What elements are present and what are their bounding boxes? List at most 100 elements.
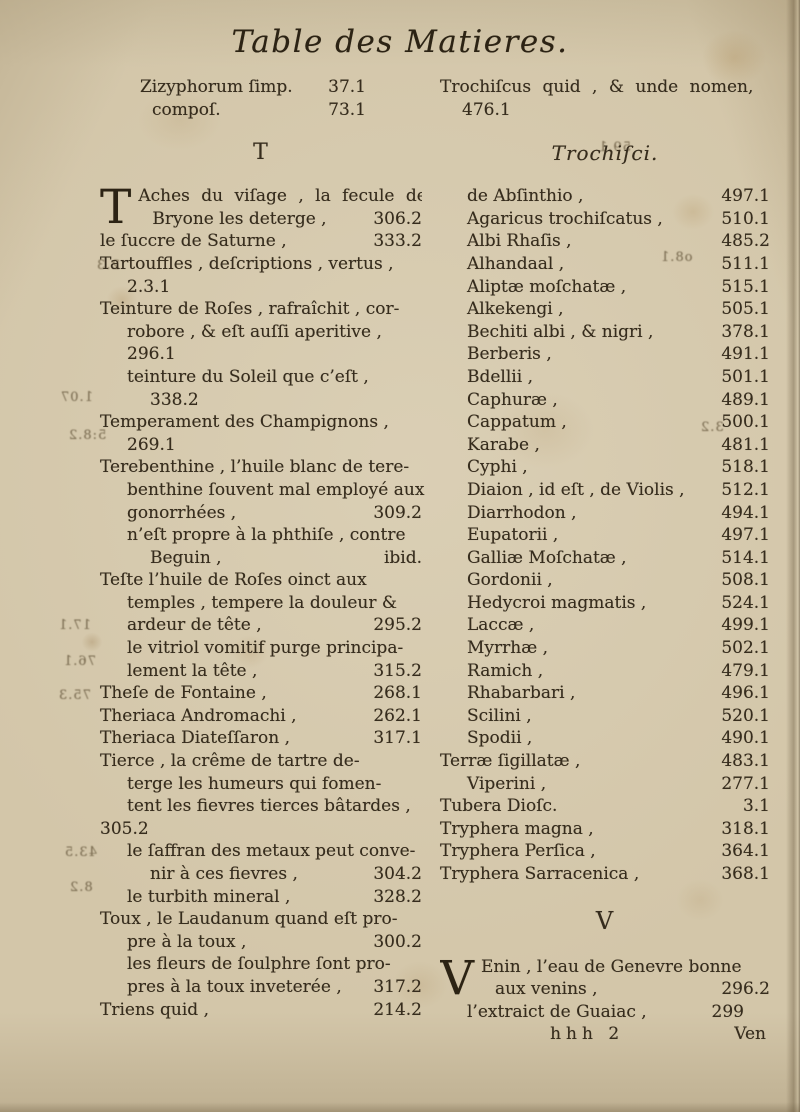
dropcap-lines: Enin , l’eau de Genevre bonne 296.2 aux ve… <box>440 956 770 1001</box>
index-line: 489.1 Caphuræ , <box>440 389 770 412</box>
index-line: 73.1 compoſ. <box>140 99 366 122</box>
index-line: 277.1 Viperini , <box>440 773 770 796</box>
entry-text: Trochiſcus quid , & unde nomen, <box>440 77 754 97</box>
index-line: 306.2 Bryone les deterge , <box>100 208 422 231</box>
entry-text: l’extraict de Guaiac , <box>467 1001 647 1022</box>
right-column-entries: 497.1 de Abſinthio , 510.1 Agaricus trochiſ… <box>440 185 770 885</box>
index-line: 378.1 Bechiti albi , & nigri , <box>440 321 770 344</box>
index-line: 497.1 de Abſinthio , <box>440 185 770 208</box>
page-reference: 490.1 <box>721 728 770 749</box>
page-reference: 511.1 <box>721 253 770 274</box>
left-column-entries: 333.2 le ſuccre de Saturne , Tartouffles ,… <box>100 230 424 1021</box>
entry-text: Alhandaal , <box>467 253 565 274</box>
bleedthrough-fragment: 17.1 <box>58 618 91 633</box>
bleedthrough-fragment: 1.07 <box>60 390 93 405</box>
entry-text: 269.1 <box>127 434 176 455</box>
index-line: 476.1 <box>440 99 770 122</box>
page-reference: 277.1 <box>721 773 770 794</box>
page-reference: 306.2 <box>373 208 422 229</box>
page-bottom-edge <box>0 1102 800 1112</box>
page-reference: 296.2 <box>721 979 770 1000</box>
entry-text: 305.2 <box>100 818 149 839</box>
index-line: n’eſt propre à la phthiſe , contre <box>100 524 422 547</box>
page-reference: 333.2 <box>373 231 422 252</box>
page-reference: 318.1 <box>721 818 770 839</box>
index-line: 497.1 Eupatorii , <box>440 524 770 547</box>
right-column-last-entries: 299 l’extraict de Guaiac , <box>440 1001 770 1024</box>
index-line: le vitriol vomitif purge principa- <box>100 637 422 660</box>
index-line: 299 l’extraict de Guaiac , <box>440 1001 770 1024</box>
index-line: 37.1 Zizyphorum ſimp. <box>140 76 366 99</box>
index-line: 510.1 Agaricus trochiſcatus , <box>440 208 770 231</box>
index-line: 483.1 Terræ ſigillatæ , <box>440 750 770 773</box>
index-line: 511.1 Alhandaal , <box>440 253 770 276</box>
page-reference: 496.1 <box>721 683 770 704</box>
page-reference: 317.1 <box>373 728 422 749</box>
index-line: 368.1 Tryphera Sarracenica , <box>440 863 770 886</box>
entry-text: le turbith mineral , <box>127 886 291 907</box>
page-reference: 300.2 <box>373 931 422 952</box>
index-line: Enin , l’eau de Genevre bonne <box>440 956 770 979</box>
page-reference: 368.1 <box>721 864 770 884</box>
index-line: le ſaffran des metaux peut conve- <box>100 840 422 863</box>
index-line: tent les fievres tierces bâtardes , <box>100 795 422 818</box>
index-line: 515.1 Aliptæ moſchatæ , <box>440 276 770 299</box>
entry-text: teinture du Soleil que c’eſt , <box>127 366 369 387</box>
entry-text: Tryphera Perſica , <box>440 841 596 862</box>
index-line: 500.1 Cappatum , <box>440 411 770 434</box>
left-column-runover: 37.1 Zizyphorum ſimp. 73.1 compoſ. <box>140 76 366 121</box>
index-line: Temperament des Champignons , <box>100 411 422 434</box>
page-reference: 309.2 <box>373 502 422 523</box>
page-reference: 501.1 <box>721 366 770 387</box>
page-reference: ibid. <box>383 547 422 568</box>
entry-text: Rhabarbari , <box>467 683 576 704</box>
index-line: Teinture de Roſes , rafraîchit , cor- <box>100 298 422 321</box>
page-reference: 505.1 <box>721 299 770 320</box>
entry-text: Myrrhæ , <box>467 638 548 659</box>
entry-text: Terræ ſigillatæ , <box>440 751 581 772</box>
index-line: 3.1 Tubera Dioſc. <box>440 795 770 818</box>
entry-text: Tryphera magna , <box>440 818 594 839</box>
index-line: 514.1 Galliæ Moſchatæ , <box>440 547 770 570</box>
page-reference: 364.1 <box>721 841 770 862</box>
entry-text: Teinture de Roſes , rafraîchit , cor- <box>100 299 400 320</box>
entry-text: Berberis , <box>467 344 552 365</box>
entry-text: 476.1 <box>462 99 511 120</box>
index-line: 512.1 Diaion , id eſt , de Violis , <box>440 479 770 502</box>
entry-text: Hedycroi magmatis , <box>467 592 647 613</box>
entry-text: le ſaffran des metaux peut conve- <box>127 841 416 862</box>
entry-text: Zizyphorum ſimp. <box>140 77 293 97</box>
page-reference: 315.2 <box>373 660 422 681</box>
page-reference: 304.2 <box>373 864 422 884</box>
section-letter-T: T <box>253 140 269 166</box>
entry-text: le vitriol vomitif purge principa- <box>127 638 404 659</box>
page-reference: 514.1 <box>721 547 770 568</box>
page-reference: 328.2 <box>373 886 422 907</box>
entry-text: Tryphera Sarracenica , <box>440 864 640 884</box>
page-reference: 512.1 <box>721 479 770 500</box>
page-reference: 214.2 <box>373 999 422 1020</box>
index-line: teinture du Soleil que c’eſt , <box>100 366 422 389</box>
dropcap-paragraph-T: T Aches du viſage , la fecule de 306.2 Bry… <box>100 185 422 230</box>
page-reference: 499.1 <box>721 615 770 636</box>
entry-text: Enin , l’eau de Genevre bonne <box>480 956 742 977</box>
entry-text: Galliæ Moſchatæ , <box>467 547 627 568</box>
page-reference: 485.2 <box>721 231 770 252</box>
index-line: 262.1 Theriaca Andromachi , <box>100 705 422 728</box>
page-reference: 494.1 <box>721 502 770 523</box>
index-line: robore , & eſt auſſi aperitive , <box>100 321 422 344</box>
index-line: 338.2 <box>100 389 422 412</box>
index-line: 317.2 pres à la toux inveterée , <box>100 976 422 999</box>
page-reference: 491.1 <box>721 344 770 365</box>
entry-text: Aches du viſage , la fecule de <box>138 186 422 207</box>
entry-text: Caphuræ , <box>467 389 558 410</box>
entry-text: Theſe de Fontaine , <box>100 683 267 704</box>
page-reference: 378.1 <box>721 321 770 342</box>
entry-text: gonorrhées , <box>127 502 237 523</box>
index-line: Toux , le Laudanum quand eſt pro- <box>100 908 422 931</box>
entry-text: nir à ces fievres , <box>150 864 298 884</box>
entry-text: n’eſt propre à la phthiſe , contre <box>127 525 406 546</box>
entry-text: Diarrhodon , <box>467 502 577 523</box>
section-title-trochisci: Trochiſci. <box>551 141 659 166</box>
index-line: 479.1 Ramich , <box>440 660 770 683</box>
